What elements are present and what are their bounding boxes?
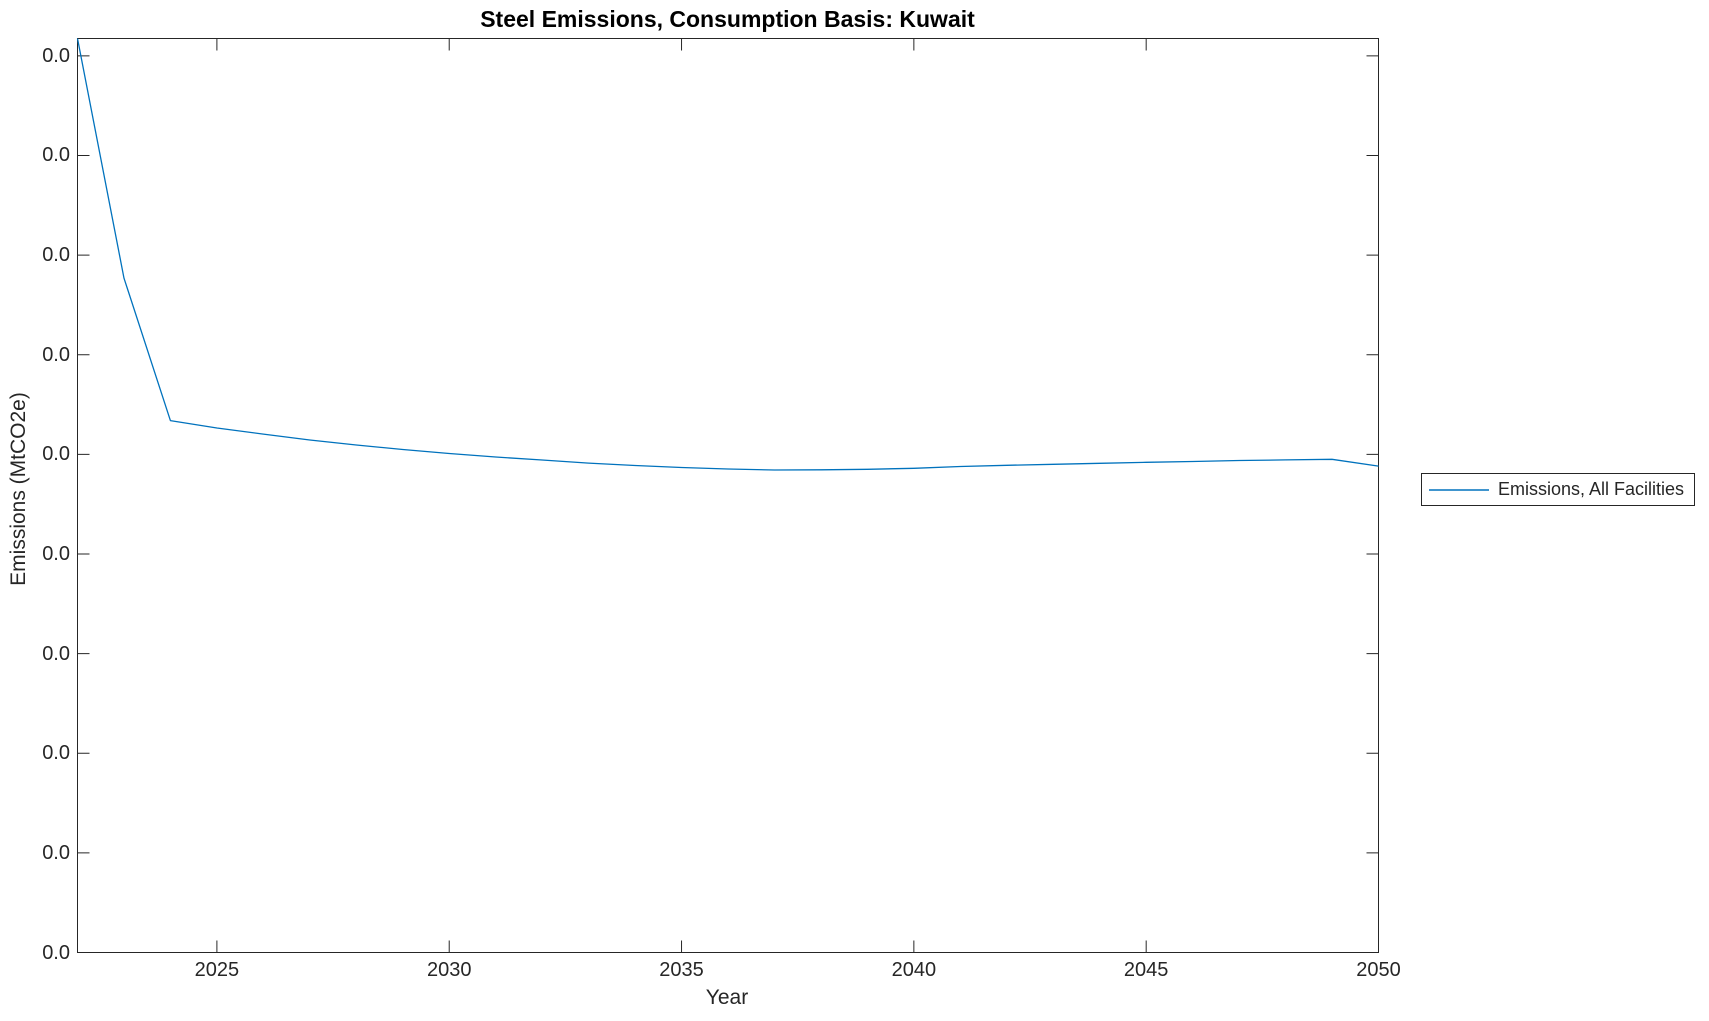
y-tick-label: 0.0 [42, 642, 70, 665]
legend: Emissions, All Facilities [1421, 473, 1696, 506]
y-tick-label: 0.0 [42, 44, 70, 67]
y-tick-label: 0.0 [42, 443, 70, 466]
y-tick-label: 0.0 [42, 144, 70, 167]
y-tick-label: 0.0 [42, 841, 70, 864]
x-tick-label: 2030 [426, 959, 472, 981]
y-tick-label: 0.0 [42, 343, 70, 366]
legend-label: Emissions, All Facilities [1498, 479, 1685, 499]
axes-box [77, 38, 1379, 953]
x-axis-label: Year [705, 986, 749, 1009]
y-tick-label: 0.0 [42, 244, 70, 267]
x-tick-label: 2045 [1123, 959, 1169, 981]
y-tick-label: 0.0 [42, 542, 70, 565]
emissions-line [76, 38, 1379, 471]
x-tick-label: 2025 [194, 959, 240, 981]
y-tick-label: 0.0 [42, 941, 70, 964]
chart-title: Steel Emissions, Consumption Basis: Kuwa… [480, 6, 975, 32]
y-axis-label: Emissions (MtCO2e) [7, 392, 30, 586]
legend-line-swatch-icon [1429, 488, 1489, 491]
y-tick-label: 0.0 [42, 742, 70, 765]
x-tick-label: 2035 [659, 959, 704, 981]
x-tick-label: 2050 [1356, 959, 1401, 981]
x-tick-label: 2040 [891, 959, 937, 981]
